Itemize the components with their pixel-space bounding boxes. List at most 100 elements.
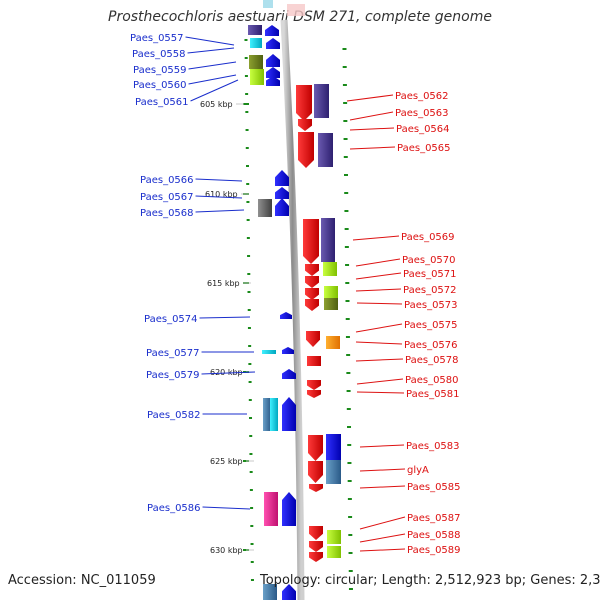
right-gene-label: Paes_0562 [395,91,449,102]
left-label-leader [202,506,251,510]
right-label-leader [359,485,406,489]
forward-gene-arrow [282,369,296,379]
gene-feature-box [314,84,329,118]
reverse-gene-arrow [306,331,320,347]
forward-gene-arrow [265,25,279,36]
right-gene-label: Paes_0575 [404,320,458,331]
left-gene-label: Paes_0577 [146,348,200,359]
right-gene-label: Paes_0583 [406,441,460,452]
right-label-leader [349,127,395,131]
genome-backbone [280,19,305,600]
right-gene-label: Paes_0573 [404,300,458,311]
gene-feature-box [264,492,278,526]
right-gene-label: Paes_0563 [395,108,449,119]
left-gene-label: Paes_0574 [144,314,198,325]
reverse-gene-arrow [308,461,323,483]
gene-feature-box [263,584,277,600]
right-label-leader [359,444,405,448]
left-label-leader [187,47,235,54]
left-gene-label: Paes_0568 [140,208,194,219]
right-label-leader [355,272,402,280]
right-gene-label: Paes_0581 [406,389,460,400]
right-gene-label: Paes_0564 [396,124,450,135]
right-gene-label: Paes_0589 [407,545,461,556]
gene-feature-box [324,298,338,310]
gene-feature-box [326,460,341,484]
reverse-gene-arrow [296,85,312,121]
forward-gene-arrow [282,347,294,354]
right-label-leader [346,94,394,102]
scale-label: 625 kbp [210,457,243,466]
reverse-gene-arrow [305,299,319,311]
right-label-leader [352,235,400,241]
right-label-leader [349,146,396,150]
forward-gene-arrow [282,584,296,600]
left-gene-label: Paes_0579 [146,370,200,381]
reverse-gene-arrow [305,264,319,276]
reverse-gene-arrow [298,119,312,131]
gene-feature-box [324,286,338,298]
faded-gene-top [263,0,273,8]
right-gene-label: Paes_0571 [403,269,457,280]
left-gene-label: Paes_0558 [132,49,186,60]
gene-feature-box [326,434,341,460]
forward-gene-arrow [266,54,280,67]
gene-feature-box [262,350,276,354]
right-label-leader [355,358,404,362]
left-gene-label: Paes_0560 [133,80,187,91]
right-gene-label: Paes_0569 [401,232,455,243]
reverse-gene-arrow [307,390,321,398]
left-gene-label: Paes_0557 [130,33,184,44]
gene-glyphs [248,25,341,600]
reverse-gene-arrow [305,276,319,288]
right-gene-label: Paes_0585 [407,482,461,493]
left-label-leader [188,61,237,70]
right-gene-label: glyA [407,465,429,476]
right-label-leader [359,533,406,543]
right-gene-label: Paes_0576 [404,340,458,351]
reverse-gene-arrow [305,288,319,300]
scale-label: 605 kbp [200,100,233,109]
left-gene-label: Paes_0567 [140,192,194,203]
gene-feature-box [248,25,262,35]
reverse-gene-arrow [308,435,323,461]
gene-feature-box [307,356,321,366]
accession-text: Accession: NC_011059 [8,573,156,588]
forward-gene-arrow [266,76,280,86]
right-gene-label: Paes_0587 [407,513,461,524]
right-gene-label: Paes_0565 [397,143,451,154]
reverse-gene-arrow [298,132,314,168]
right-gene-label: Paes_0572 [403,285,457,296]
right-label-leader [355,288,402,292]
left-gene-label: Paes_0582 [147,410,201,421]
right-label-leader [356,378,404,385]
reverse-gene-arrow [309,541,323,552]
right-label-leader [355,258,401,267]
gene-feature-box [250,69,264,85]
right-label-leader [359,468,406,472]
forward-gene-arrow [280,312,292,319]
right-label-leader [356,302,403,305]
left-label-leader [201,371,256,375]
reverse-gene-arrow [309,526,323,540]
scale-labels: 605 kbp 610 kbp 615 kbp 620 kbp 625 kbp 630 k… [200,100,254,555]
scale-label: 610 kbp [205,190,238,199]
gene-feature-box [318,133,333,167]
gene-feature-box [270,398,278,431]
reverse-gene-arrow [309,484,323,492]
left-gene-label: Paes_0566 [140,175,194,186]
right-gene-labels: Paes_0562 Paes_0563 Paes_0564 Paes_0565 Paes… [346,91,461,556]
gene-feature-box [323,262,337,276]
forward-gene-arrow [266,38,280,49]
left-label-leader [195,195,243,199]
gene-feature-box [327,546,341,558]
right-label-leader [349,111,394,121]
left-label-leader [188,74,237,85]
gene-feature-box [249,55,263,69]
left-gene-labels: Paes_0557 Paes_0558 Paes_0559 Paes_0560 Paes… [130,33,256,514]
right-gene-label: Paes_0570 [402,255,456,266]
faded-gene-top [287,4,305,16]
gene-feature-box [258,199,272,217]
forward-gene-arrow [282,492,296,526]
